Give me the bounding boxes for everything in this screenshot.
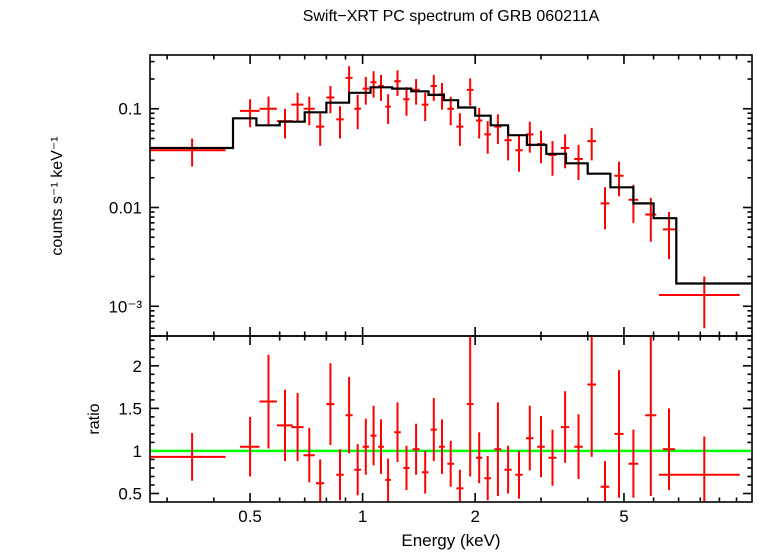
x-axis-label: Energy (keV) <box>401 531 501 550</box>
svg-text:0.1: 0.1 <box>118 100 142 119</box>
model-step-line <box>150 86 752 285</box>
svg-text:5: 5 <box>619 507 628 526</box>
svg-text:2: 2 <box>470 507 479 526</box>
svg-text:0.01: 0.01 <box>109 199 142 218</box>
panel-frames <box>149 54 753 503</box>
svg-text:0.5: 0.5 <box>238 507 262 526</box>
spectrum-data-points <box>150 66 740 329</box>
svg-text:0.5: 0.5 <box>118 484 142 503</box>
svg-text:1: 1 <box>358 507 367 526</box>
svg-text:10⁻³: 10⁻³ <box>108 297 142 316</box>
svg-text:2: 2 <box>133 357 142 376</box>
tick-labels: 0.5 1 2 5 0.1 0.01 10⁻³ 0.5 1 1.5 2 <box>108 100 628 526</box>
ratio-data-points <box>150 336 740 502</box>
chart-title: Swift−XRT PC spectrum of GRB 060211A <box>302 8 600 25</box>
svg-text:1.5: 1.5 <box>118 399 142 418</box>
svg-text:1: 1 <box>133 442 142 461</box>
